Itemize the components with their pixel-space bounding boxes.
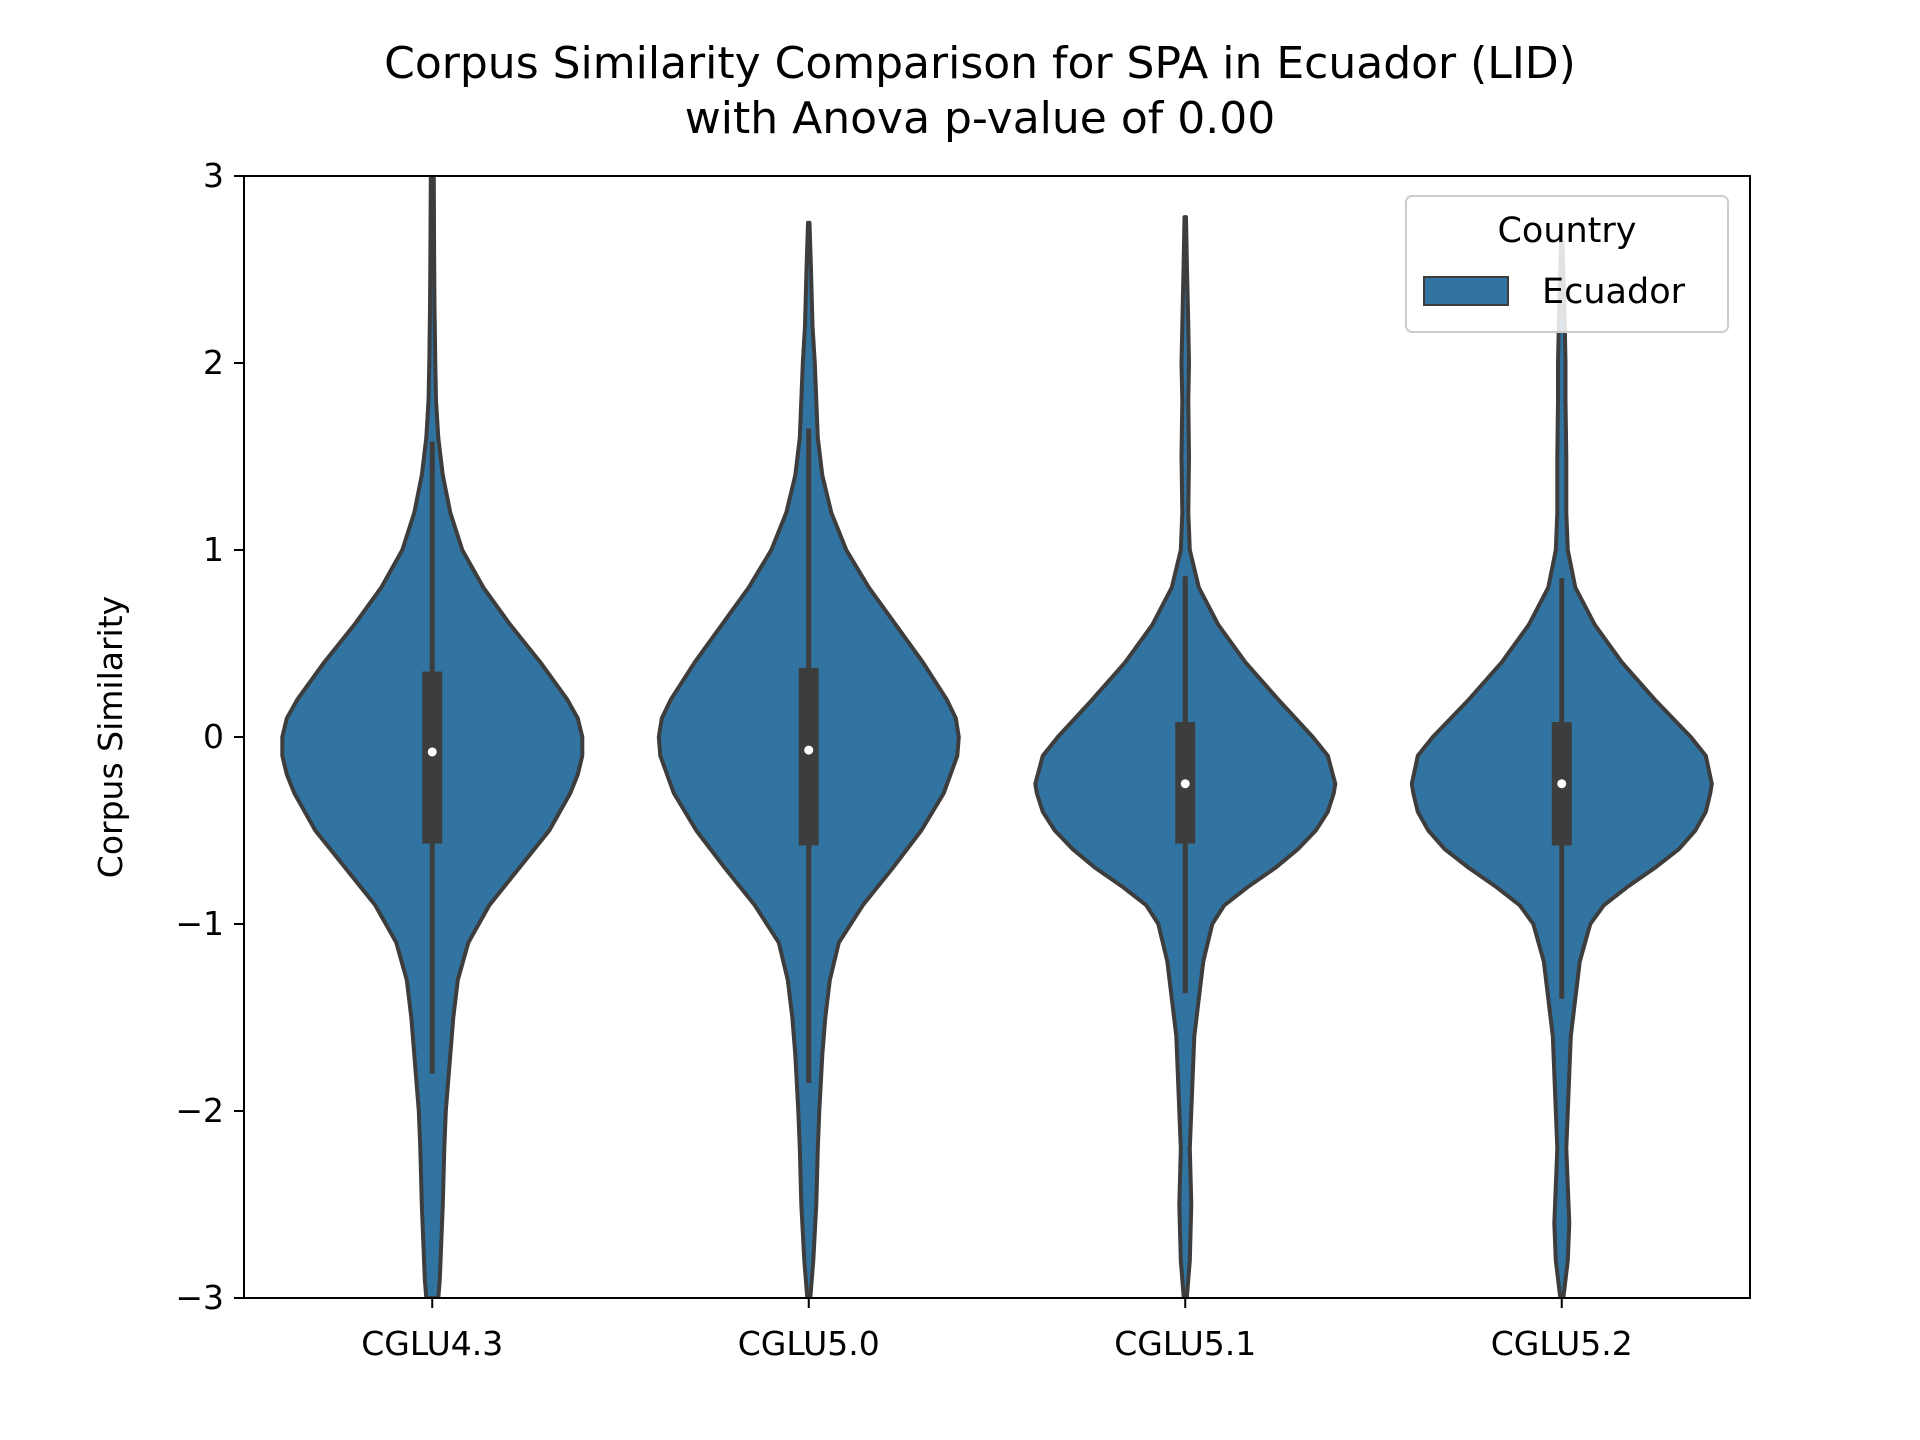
violins-layer <box>280 176 1714 1298</box>
chart-title-line-1: Corpus Similarity Comparison for SPA in … <box>384 38 1576 89</box>
y-axis: −3 −2 −1 0 1 2 3 <box>175 156 244 1317</box>
y-tick-label: 3 <box>203 156 224 195</box>
y-axis-label: Corpus Similarity <box>91 596 130 878</box>
violin-median-dot <box>804 745 814 755</box>
violin-median-dot <box>427 747 437 757</box>
chart-title: Corpus Similarity Comparison for SPA in … <box>384 38 1576 144</box>
legend: Country Ecuador <box>1405 195 1729 333</box>
y-tick-label: −2 <box>175 1091 224 1130</box>
violin-median-dot <box>1557 779 1567 789</box>
legend-swatch-ecuador <box>1423 276 1509 306</box>
x-axis: CGLU4.3 CGLU5.0 CGLU5.1 CGLU5.2 <box>361 1298 1633 1363</box>
x-tick-label: CGLU5.1 <box>1114 1324 1256 1363</box>
y-tick-label: −1 <box>175 904 224 943</box>
x-tick-label: CGLU5.2 <box>1491 1324 1633 1363</box>
x-tick-label: CGLU5.0 <box>738 1324 880 1363</box>
y-tick-label: −3 <box>175 1278 224 1317</box>
legend-title: Country <box>1497 211 1636 251</box>
y-tick-label: 0 <box>203 717 224 756</box>
y-tick-label: 1 <box>203 530 224 569</box>
y-tick-label: 2 <box>203 343 224 382</box>
x-tick-label: CGLU4.3 <box>361 1324 503 1363</box>
legend-entry-ecuador: Ecuador <box>1542 272 1686 312</box>
violin-iqr-box <box>798 667 819 846</box>
violin-median-dot <box>1180 779 1190 789</box>
violin-iqr-box <box>422 671 443 844</box>
chart-title-line-2: with Anova p-value of 0.00 <box>685 93 1275 144</box>
